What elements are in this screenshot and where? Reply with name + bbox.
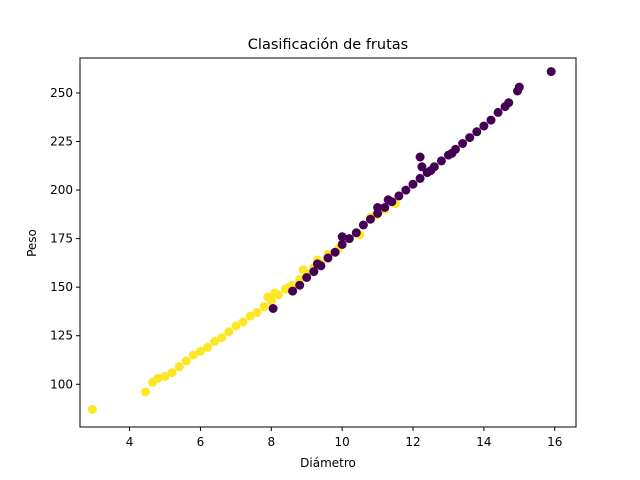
- x-tick-label: 14: [476, 435, 491, 449]
- data-point-s1-8: [337, 239, 347, 249]
- data-point-s0-0: [87, 405, 97, 414]
- data-point-s0-3: [153, 373, 163, 383]
- x-axis: 4 6 8 10 12 14 16: [126, 427, 562, 449]
- data-point-s1-26: [465, 133, 475, 143]
- data-point-s1-36: [415, 152, 425, 162]
- data-point-s1-25: [458, 139, 468, 148]
- data-point-s1-0: [268, 304, 278, 313]
- data-point-s0-7: [181, 356, 191, 366]
- points-layer: [87, 67, 556, 414]
- data-point-s0-6: [174, 362, 184, 372]
- data-point-s1-42: [426, 166, 436, 176]
- data-point-s1-4: [309, 267, 319, 277]
- x-tick-label: 4: [126, 435, 134, 449]
- data-point-s1-2: [295, 280, 305, 290]
- x-tick-label: 12: [405, 435, 420, 449]
- data-point-s0-18: [259, 302, 269, 312]
- data-point-s1-18: [408, 179, 418, 189]
- data-point-s1-35: [546, 67, 556, 77]
- y-tick-label: 200: [50, 183, 73, 197]
- data-point-s1-28: [479, 121, 489, 131]
- data-point-s1-19: [415, 173, 425, 183]
- data-point-s1-39: [337, 232, 347, 242]
- y-tick-label: 125: [50, 329, 73, 343]
- data-point-s1-40: [373, 203, 383, 212]
- data-point-s1-22: [436, 156, 446, 166]
- data-point-s1-38: [312, 259, 322, 269]
- data-point-s0-10: [203, 342, 212, 352]
- data-point-s1-29: [486, 115, 496, 125]
- data-point-s1-43: [447, 148, 457, 158]
- y-tick-label: 150: [50, 280, 73, 294]
- data-point-s1-34: [514, 82, 524, 92]
- data-point-s0-16: [245, 311, 255, 321]
- data-point-s1-41: [383, 195, 393, 205]
- data-point-s1-3: [302, 273, 312, 282]
- data-point-s1-1: [288, 286, 298, 296]
- data-point-s0-39: [298, 265, 308, 275]
- y-axis: 100 125 150 175 200 225 250: [50, 86, 80, 391]
- y-tick-label: 225: [50, 135, 73, 149]
- data-point-s1-14: [380, 203, 390, 212]
- data-point-s1-6: [323, 253, 333, 263]
- data-point-s1-27: [472, 127, 482, 137]
- data-point-s1-9: [344, 234, 354, 244]
- data-point-s0-13: [224, 327, 234, 337]
- y-tick-label: 175: [50, 232, 73, 246]
- x-tick-label: 8: [267, 435, 275, 449]
- data-point-s0-14: [231, 321, 241, 331]
- x-axis-label: Diámetro: [300, 456, 356, 470]
- x-tick-label: 6: [197, 435, 205, 449]
- data-point-s0-42: [263, 292, 273, 302]
- y-tick-label: 100: [50, 377, 73, 391]
- data-point-s0-15: [238, 317, 248, 327]
- chart-title: Clasificación de frutas: [248, 37, 408, 53]
- data-point-s1-11: [358, 220, 368, 230]
- data-point-s0-1: [141, 387, 150, 397]
- data-point-s1-37: [417, 162, 427, 172]
- y-axis-label: Peso: [25, 229, 39, 257]
- data-point-s0-12: [217, 333, 227, 343]
- data-point-s1-30: [493, 107, 503, 117]
- data-point-s0-9: [196, 346, 205, 356]
- x-tick-label: 10: [335, 435, 350, 449]
- data-point-s0-17: [252, 307, 262, 317]
- data-point-s1-16: [394, 191, 404, 201]
- data-point-s0-4: [160, 372, 170, 381]
- plot-frame: [79, 57, 577, 428]
- data-point-s1-32: [504, 98, 514, 108]
- x-tick-label: 16: [547, 435, 562, 449]
- data-point-s0-5: [167, 368, 177, 378]
- data-point-s0-41: [270, 288, 280, 298]
- data-point-s1-7: [330, 247, 340, 257]
- data-point-s1-10: [351, 228, 361, 238]
- data-point-s0-11: [210, 337, 220, 346]
- data-point-s1-12: [366, 214, 375, 224]
- data-point-s1-17: [401, 185, 411, 195]
- y-tick-label: 250: [50, 86, 73, 100]
- data-point-s0-8: [188, 350, 198, 360]
